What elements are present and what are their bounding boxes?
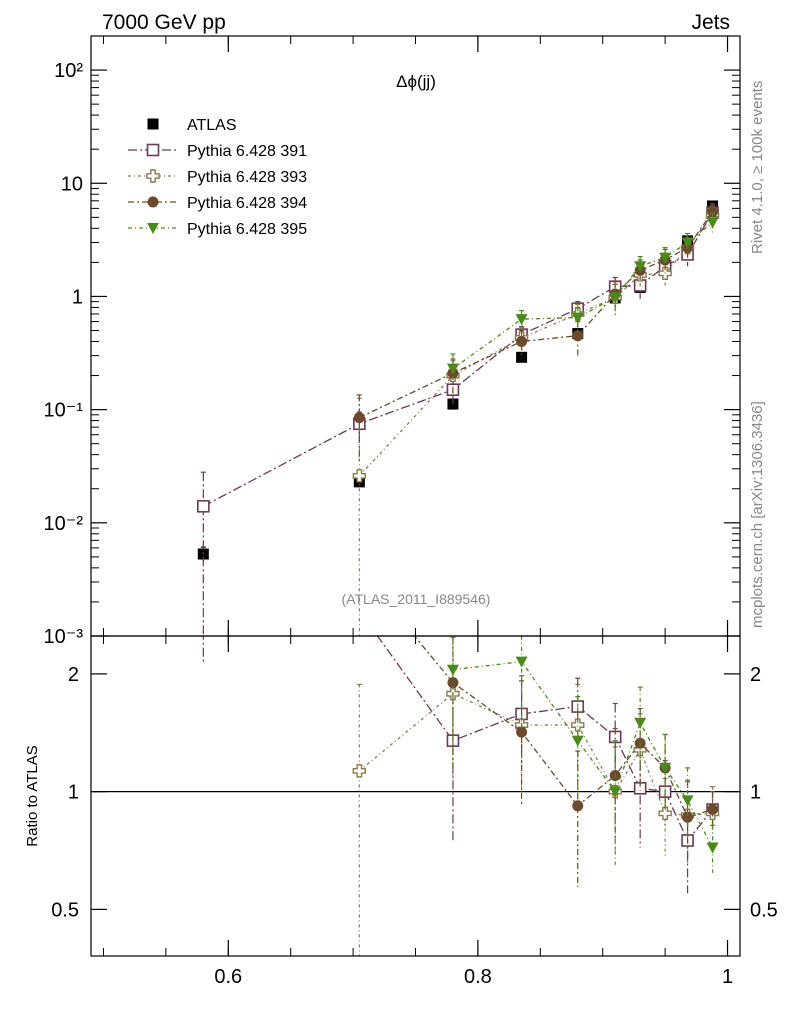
main-marks-atlas-point xyxy=(516,351,528,363)
mcplots-label: mcplots.cern.ch [arXiv:1306.3436] xyxy=(749,401,766,628)
legend: ATLAS Pythia 6.428 391 Pythia 6.428 393 Pyt… xyxy=(128,117,307,238)
legend-p394-marker xyxy=(147,196,159,208)
ratio-marks-p394-point xyxy=(447,677,459,689)
ratio-xtick-label: 0.8 xyxy=(464,966,492,988)
main-marks-p394-line xyxy=(359,211,714,419)
main-marks-p391-line xyxy=(203,212,714,507)
legend-p394-label: Pythia 6.428 394 xyxy=(187,195,307,212)
ratio-marks-p393-point xyxy=(658,806,672,821)
legend-atlas-label: ATLAS xyxy=(187,117,237,134)
main-marks-p395-point xyxy=(515,314,528,326)
ratio-marks-p393-point xyxy=(352,764,367,778)
header-left: 7000 GeV pp xyxy=(102,11,226,34)
ratio-frame xyxy=(90,635,741,957)
ratio-xtick-label: 1 xyxy=(722,966,733,988)
legend-p393-marker xyxy=(146,169,160,183)
ratio-marks-p394-point xyxy=(682,811,694,823)
ratio-marks-p394-point xyxy=(707,804,719,816)
main-marks-p395-line xyxy=(452,222,713,370)
main-ytick-label: 10⁻² xyxy=(44,513,84,535)
main-marks-p395-point xyxy=(706,217,719,229)
main-marks-p394-point xyxy=(516,335,528,347)
ratio-ytick-label: 2 xyxy=(68,664,79,686)
main-marks-p393-point xyxy=(352,469,367,483)
ratio-marks-p395-point xyxy=(634,717,647,729)
legend-p395-marker xyxy=(147,223,159,234)
main-marks-p395-point xyxy=(609,292,622,304)
main-marks-p395-point xyxy=(446,363,459,375)
main-marks-p395-point xyxy=(571,312,584,324)
legend-p391-label: Pythia 6.428 391 xyxy=(187,143,307,160)
ratio-marks-p395-point xyxy=(609,786,622,798)
main-title: Δϕ(jj) xyxy=(396,72,436,91)
main-marks-p394-point xyxy=(572,330,584,342)
ratio-marks-p393-point xyxy=(571,718,585,732)
legend-atlas-marker xyxy=(147,118,159,130)
ratio-panel: 0.5 0.5 1 1 2 2 0.6 0.8 1 Ratio to ATLAS xyxy=(24,635,778,988)
main-ytick-label: 1 xyxy=(72,286,83,308)
ratio-marks-p395-point xyxy=(681,795,694,807)
main-marks-p391-point xyxy=(197,499,210,513)
main-marks-p394-point xyxy=(707,206,719,218)
main-ytick-label: 10⁻¹ xyxy=(44,400,84,422)
ratio-marks-p395-point xyxy=(659,762,672,774)
legend-p391-marker xyxy=(146,143,160,157)
ratio-marks-p393-line xyxy=(358,692,713,816)
ratio-marks-p395-line xyxy=(452,660,714,848)
analysis-label: (ATLAS_2011_I889546) xyxy=(342,591,491,607)
legend-p395-label: Pythia 6.428 395 xyxy=(187,221,307,238)
ratio-marks-p394-point xyxy=(572,800,584,812)
ratio-ytick-label-right: 0.5 xyxy=(750,899,778,921)
main-marks-p395-point xyxy=(659,252,672,264)
ratio-marks-p395-point xyxy=(706,842,719,854)
main-marks-p395-point xyxy=(634,261,647,273)
header-right: Jets xyxy=(691,11,730,34)
main-marks-p394-point xyxy=(353,412,365,424)
rivet-label: Rivet 4.1.0, ≥ 100k events xyxy=(749,81,766,254)
main-ytick-label: 10² xyxy=(54,60,83,82)
ratio-marks-p395-point xyxy=(446,664,459,676)
main-ytick-label: 10⁻³ xyxy=(44,626,84,648)
ratio-ytick-label: 1 xyxy=(68,782,79,804)
ratio-xtick-label: 0.6 xyxy=(214,966,242,988)
ratio-marks-p391-line xyxy=(376,636,714,842)
main-marks-p393-line xyxy=(358,214,714,477)
main-marks-p395-point xyxy=(681,237,694,249)
main-panel: 10⁻³ 10⁻² 10⁻¹ 1 10 10² Δϕ(jj) (ATLAS_2011_I8… xyxy=(44,35,741,648)
main-marks-p393-point xyxy=(658,266,672,281)
ratio-ytick-label-right: 2 xyxy=(750,664,761,686)
main-ytick-label: 10 xyxy=(61,173,83,195)
ratio-marks-p394-point xyxy=(516,726,528,738)
ratio-ylabel: Ratio to ATLAS xyxy=(24,745,41,846)
legend-p393-label: Pythia 6.428 393 xyxy=(187,169,307,186)
ratio-marks-p395-point xyxy=(515,656,528,668)
ratio-ytick-label-right: 1 xyxy=(750,782,761,804)
ratio-marks-p395-point xyxy=(571,735,584,747)
ratio-ytick-label: 0.5 xyxy=(51,899,79,921)
